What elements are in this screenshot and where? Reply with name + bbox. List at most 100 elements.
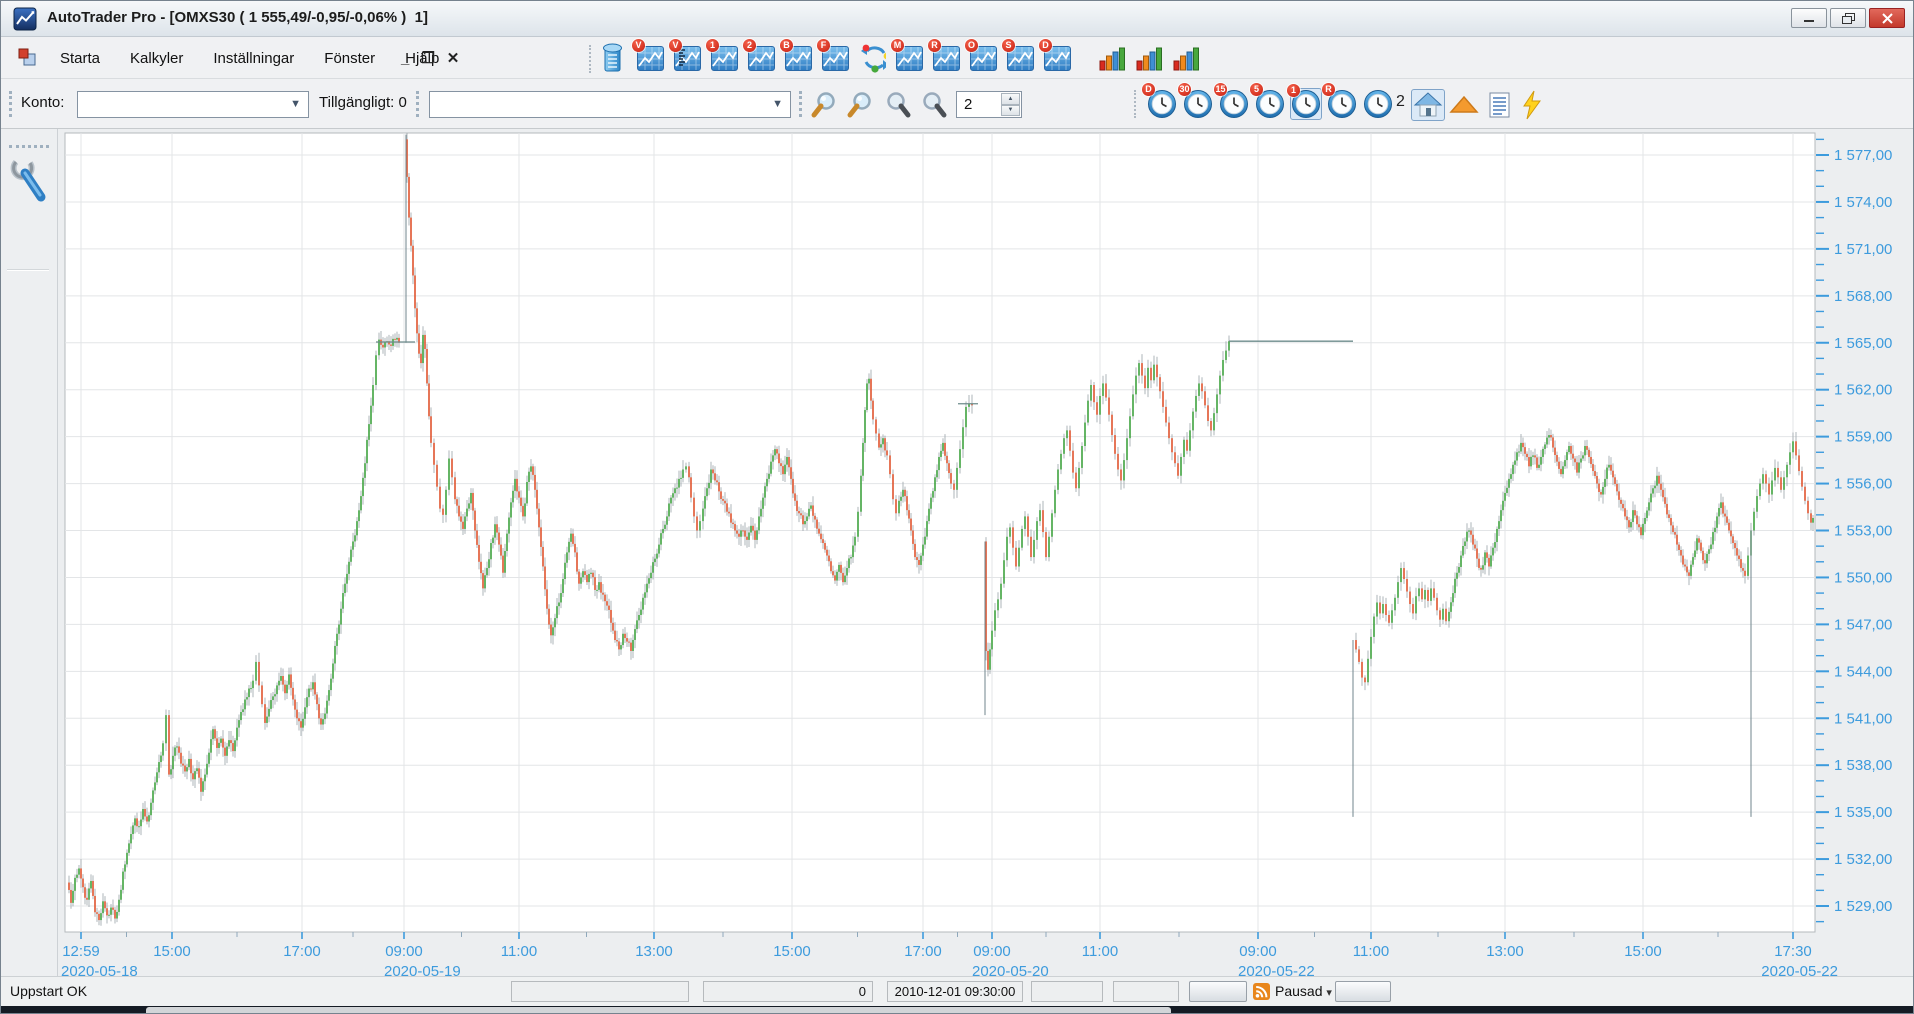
price-axis-label: 1 562,00 <box>1834 382 1892 399</box>
time-axis: 12:59 2020-05-18 15:00 17:00 09:00 2020-05-19… <box>61 932 1838 980</box>
status-datetime: 2010-12-01 09:30:00 <box>894 984 1016 999</box>
time-label: 17:00 <box>904 943 942 960</box>
chart-window-d-button[interactable]: D <box>1039 39 1071 72</box>
toolbar-separator <box>589 45 591 73</box>
bar-chart-button-2[interactable] <box>1135 44 1163 72</box>
time-label: 15:00 <box>1624 943 1662 960</box>
price-axis-label: 1 541,00 <box>1834 710 1892 727</box>
interval-r-button[interactable]: R <box>1322 83 1358 120</box>
toolbar-separator <box>1134 90 1136 118</box>
menu-starta[interactable]: Starta <box>60 49 101 67</box>
badge-s: S <box>1002 39 1015 52</box>
zoom-level-spinner[interactable]: 2 ▲ ▼ <box>956 91 1022 118</box>
menu-hjalp[interactable]: Hjälp <box>405 49 440 67</box>
interval-30-button[interactable]: 30 <box>1178 83 1214 120</box>
price-axis-label: 1 559,00 <box>1834 429 1892 446</box>
zoom-out-y-button[interactable] <box>917 89 951 121</box>
toolbar-grip[interactable] <box>799 91 802 117</box>
chart-window-2-button[interactable]: 2 <box>743 39 775 72</box>
instrument-combobox[interactable]: ▼ <box>429 91 791 118</box>
menu-kalkyler[interactable]: Kalkyler <box>130 49 184 67</box>
price-axis-label: 1 553,00 <box>1834 523 1892 540</box>
mdi-child-icon <box>18 48 36 66</box>
tillgangligt-value: 0 <box>398 94 407 111</box>
mdi-restore-button[interactable]: ❐ <box>421 50 435 67</box>
price-axis: 1 529,00 1 532,00 1 535,00 1 538,00 1 541,00… <box>1816 138 1892 923</box>
chart-area[interactable]: 1 529,00 1 532,00 1 535,00 1 538,00 1 541,00… <box>58 129 1914 980</box>
sidebar-grip[interactable] <box>9 145 49 148</box>
chart-window-m-button[interactable]: M <box>891 39 923 72</box>
spinner-up-button[interactable]: ▲ <box>1001 93 1020 105</box>
toolbar-grip[interactable] <box>416 91 419 117</box>
triangle-up-icon[interactable] <box>1447 89 1481 121</box>
feed-state-dropdown[interactable]: Pausad ▾ <box>1275 983 1332 999</box>
maximize-button[interactable] <box>1830 8 1866 28</box>
interval-15-button[interactable]: 15 <box>1214 83 1250 120</box>
price-axis-label: 1 577,00 <box>1834 147 1892 164</box>
konto-input[interactable] <box>78 92 308 117</box>
chevron-down-icon: ▾ <box>1326 987 1332 999</box>
script-log-button[interactable] <box>599 43 627 72</box>
chevron-down-icon[interactable]: ▼ <box>290 98 301 110</box>
status-datetime-panel: 2010-12-01 09:30:00 <box>887 981 1023 1002</box>
feed-rss-icon <box>1253 983 1270 1000</box>
menu-bar: Starta Kalkyler Inställningar Fönster Hjälp … <box>1 37 1913 79</box>
chart-window-b-button[interactable]: B <box>780 39 812 72</box>
status-button[interactable] <box>1335 981 1391 1002</box>
badge-1: 1 <box>1287 84 1300 97</box>
chart-window-f-button[interactable]: F <box>817 39 849 72</box>
spinner-down-button[interactable]: ▼ <box>1001 104 1020 116</box>
candlestick-chart[interactable]: 1 529,00 1 532,00 1 535,00 1 538,00 1 541,00… <box>58 129 1914 980</box>
badge-15: 15 <box>1214 83 1227 96</box>
badge-r: R <box>1322 83 1335 96</box>
chart-window-1-button[interactable]: 1 <box>706 39 738 72</box>
chart-window-v-button[interactable]: V <box>632 39 664 72</box>
time-label: 15:00 <box>153 943 191 960</box>
order-log-button[interactable] <box>1483 89 1517 121</box>
zoom-in-y-button[interactable] <box>881 89 915 121</box>
time-label: 09:00 <box>973 943 1011 960</box>
chart-window-r-button[interactable]: R <box>928 39 960 72</box>
settings-wrench-icon[interactable] <box>9 155 49 205</box>
time-label: 13:00 <box>635 943 673 960</box>
chart-window-s-button[interactable]: S <box>1002 39 1034 72</box>
chart-window-o-button[interactable]: O <box>965 39 997 72</box>
badge-v: V <box>632 39 645 52</box>
interval-5-button[interactable]: 5 <box>1250 83 1286 120</box>
taskbar-item[interactable] <box>146 1007 1171 1013</box>
zoom-out-x-button[interactable] <box>843 89 877 121</box>
chevron-down-icon[interactable]: ▼ <box>772 98 783 110</box>
toolbar-grip[interactable] <box>9 91 12 117</box>
chart-window-v-ruler-button[interactable]: V <box>669 39 701 72</box>
zoom-in-x-button[interactable] <box>807 89 841 121</box>
badge-f: F <box>817 39 830 52</box>
price-axis-label: 1 568,00 <box>1834 288 1892 305</box>
menu-installningar[interactable]: Inställningar <box>213 49 295 67</box>
close-button[interactable] <box>1869 8 1905 28</box>
price-axis-label: 1 547,00 <box>1834 616 1892 633</box>
time-label: 09:00 <box>1239 943 1277 960</box>
main-area: 1 529,00 1 532,00 1 535,00 1 538,00 1 541,00… <box>1 129 1914 980</box>
time-label: 13:00 <box>1486 943 1524 960</box>
taskbar-strip <box>1 1006 1913 1013</box>
lightning-icon[interactable] <box>1515 89 1549 121</box>
mdi-minimize-button[interactable]: _ <box>401 49 410 67</box>
konto-combobox[interactable]: ▼ <box>77 91 309 118</box>
bar-chart-button-3[interactable] <box>1172 44 1200 72</box>
mdi-close-button[interactable]: ✕ <box>446 50 460 67</box>
minimize-button[interactable] <box>1791 8 1827 28</box>
interval-tick-button[interactable] <box>1362 88 1394 120</box>
badge-d: D <box>1039 39 1052 52</box>
home-view-button[interactable] <box>1411 89 1445 121</box>
status-button[interactable] <box>1189 981 1247 1002</box>
menu-fonster[interactable]: Fönster <box>324 49 376 67</box>
interval-d-button[interactable]: D <box>1142 83 1178 120</box>
status-panel <box>511 981 689 1002</box>
instrument-input[interactable] <box>430 92 790 117</box>
bar-chart-button-1[interactable] <box>1098 44 1126 72</box>
clock-suffix-label: 2 <box>1396 93 1405 110</box>
interval-1-button[interactable]: 1 <box>1287 84 1322 120</box>
refresh-button[interactable] <box>858 44 886 73</box>
tillgangligt-label: Tillgängligt: 0 <box>319 94 407 111</box>
